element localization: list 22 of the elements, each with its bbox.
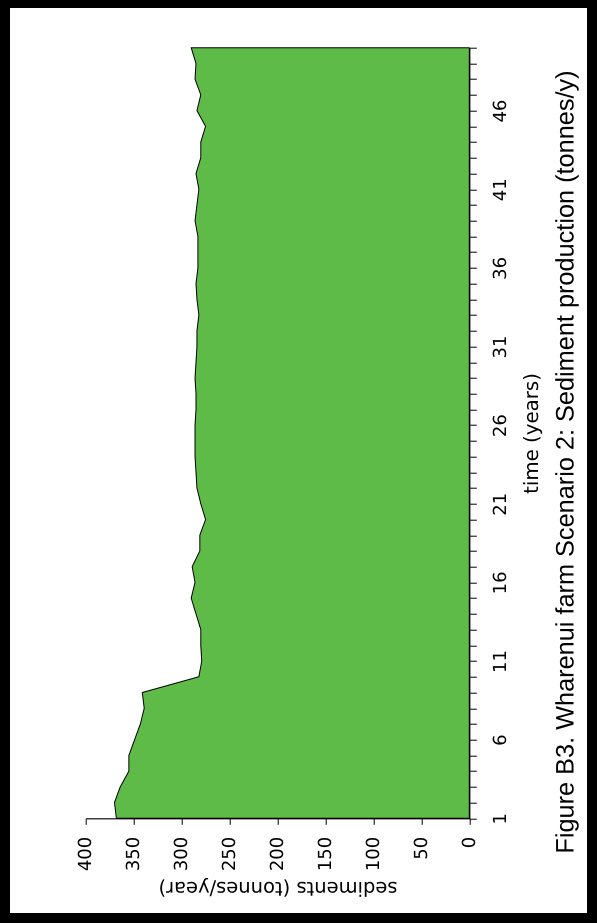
y-tick-label: 36 [490, 256, 511, 280]
x-tick-label: 100 [362, 836, 384, 872]
y-tick-label: 11 [490, 650, 511, 673]
x-tick-label: 350 [123, 836, 144, 872]
y-tick-label: 26 [490, 414, 511, 438]
y-tick-label: 41 [490, 178, 511, 202]
x-tick-label: 300 [171, 836, 192, 872]
x-tick-label: 400 [75, 836, 96, 872]
y-tick-label: 21 [490, 492, 511, 516]
x-tick-label: 250 [219, 836, 240, 872]
x-tick-label: 50 [410, 836, 432, 860]
y-tick-label: 16 [490, 571, 511, 594]
x-tick-label: 0 [458, 836, 480, 848]
x-tick-label: 200 [267, 836, 288, 872]
x-axis-title: sediments (tonnes/year) [158, 877, 398, 900]
x-tick-label: 150 [314, 836, 336, 872]
text: Figure B3. Wharenui farm Scenario 2: Sediment production (tonnes/y) [551, 70, 580, 854]
y-tick-label: 31 [490, 336, 511, 358]
y-tick-label: 6 [490, 734, 511, 746]
y-axis-title: time (years) [520, 373, 543, 494]
y-tick-label: 1 [490, 813, 511, 825]
y-tick-label: 46 [490, 100, 511, 123]
